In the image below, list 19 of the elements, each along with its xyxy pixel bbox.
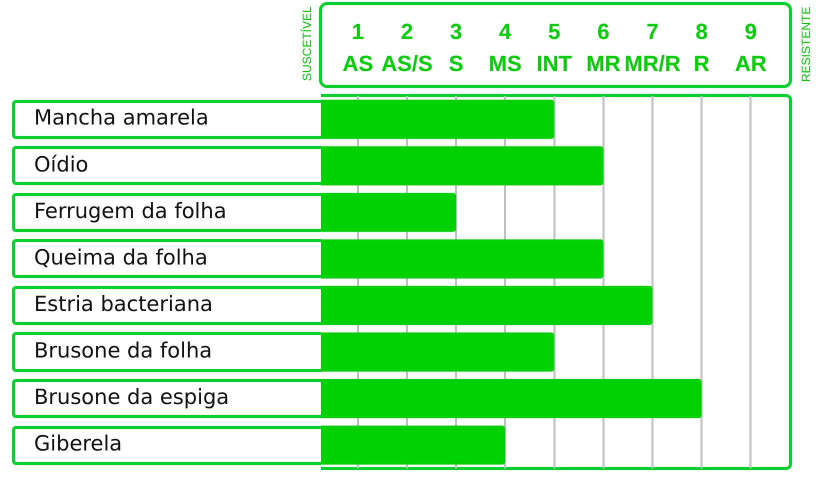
x-tick-label: 6 MR [586,19,621,76]
x-tick-label: 1 AS [342,19,374,76]
x-tick-label: 2 AS/S [381,19,433,76]
y-tick-label: Giberela [34,432,122,456]
x-tick-label: 5 INT [536,19,573,76]
y-tick-label: Mancha amarela [34,106,209,130]
y-tick-label: Brusone da espiga [34,385,230,410]
y-tick-label: Estria bacteriana [34,292,213,316]
x-tick-label: 4 MS [488,19,522,76]
y-tick-label: Queima da folha [34,245,208,270]
x-tick-label: 7 MR/R [624,19,681,76]
x-tick-label: 3 S [448,19,464,76]
y-tick-label: Brusone da folha [34,338,212,362]
y-tick-label: Oídio [34,152,88,176]
text: RESISTENTE [799,5,813,84]
x-tick-label: 8 R [694,19,710,76]
text: SUSCETÍVEL [300,6,314,84]
y-tick-label: Ferrugem da folha [34,198,227,223]
x-tick-label: 9 AR [734,19,767,76]
